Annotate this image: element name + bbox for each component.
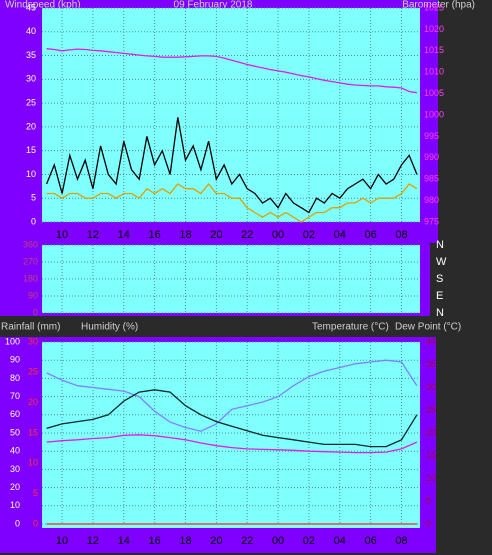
y3-tick-label: 15	[28, 427, 38, 437]
y2-tick-label: 30	[426, 382, 436, 392]
x-tick-label: 00	[272, 535, 284, 547]
y-tick-label: 5	[31, 193, 36, 203]
y2-tick-label: N	[436, 307, 444, 319]
y2-tick-label: 1020	[424, 24, 444, 34]
x-tick-label: 12	[87, 229, 99, 241]
y2-tick-label: 1025	[424, 2, 444, 12]
y-tick-label: 70	[10, 391, 20, 401]
y-tick-label: 0	[15, 518, 20, 528]
series-line	[46, 434, 418, 454]
y2-tick-label: 20	[426, 427, 436, 437]
y2-tick-label: 15	[426, 450, 436, 460]
x-tick-label: 12	[87, 535, 99, 547]
x-tick-label: 18	[179, 535, 191, 547]
y2-tick-label: 25	[426, 405, 436, 415]
x-tick-label: 10	[56, 535, 68, 547]
x-tick-label: 16	[149, 229, 161, 241]
y-tick-label: 270	[23, 256, 38, 266]
series-line	[46, 182, 418, 223]
y3-tick-label: 25	[28, 367, 38, 377]
x-tick-label: 02	[303, 229, 315, 241]
y-tick-label: 30	[26, 74, 36, 84]
y2-tick-label: 0	[426, 518, 431, 528]
y3-tick-label: 0	[33, 518, 38, 528]
y-tick-label: 35	[26, 50, 36, 60]
x-tick-label: 14	[118, 229, 130, 241]
y-tick-label: 180	[23, 273, 38, 283]
y2-tick-label: 990	[424, 152, 439, 162]
y-tick-label: 100	[5, 336, 20, 346]
chart-title: 09 February 2018	[174, 0, 253, 11]
y2-tick-label: 1010	[424, 67, 444, 77]
x-tick-label: 22	[241, 535, 253, 547]
temp-plot	[42, 342, 420, 528]
y-tick-label: 90	[10, 355, 20, 365]
y3-tick-label: 10	[28, 458, 38, 468]
y-tick-label: 30	[10, 464, 20, 474]
series-label: Dew Point (°C)	[395, 322, 461, 333]
y-tick-label: 10	[10, 500, 20, 510]
y-tick-label: 25	[26, 97, 36, 107]
y2-tick-label: 1000	[424, 109, 444, 119]
y-tick-label: 20	[26, 121, 36, 131]
y-tick-label: 0	[31, 216, 36, 226]
y-tick-label: 60	[10, 409, 20, 419]
x-tick-label: 10	[56, 229, 68, 241]
y3-tick-label: 30	[28, 336, 38, 346]
y2-tick-label: E	[436, 290, 443, 302]
y2-tick-label: 980	[424, 195, 439, 205]
y-tick-label: 90	[28, 290, 38, 300]
y2-tick-label: S	[436, 273, 443, 285]
series-line	[46, 48, 418, 94]
y-tick-label: 40	[10, 446, 20, 456]
y-tick-label: 15	[26, 145, 36, 155]
x-tick-label: 20	[210, 229, 222, 241]
y-tick-label: 0	[33, 307, 38, 317]
y2-tick-label: N	[436, 239, 444, 251]
y2-tick-label: 5	[426, 496, 431, 506]
y-tick-label: 20	[10, 482, 20, 492]
x-tick-label: 04	[334, 535, 346, 547]
y2-tick-label: 10	[426, 473, 436, 483]
series-line	[46, 359, 418, 432]
x-tick-label: 00	[272, 229, 284, 241]
x-tick-label: 02	[303, 535, 315, 547]
y2-tick-label: 995	[424, 131, 439, 141]
y-tick-label: 45	[26, 2, 36, 12]
x-tick-label: 08	[395, 535, 407, 547]
series-label: Rainfall (mm)	[1, 322, 60, 333]
y-tick-label: 360	[23, 239, 38, 249]
y3-tick-label: 5	[33, 488, 38, 498]
series-line	[45, 117, 418, 214]
x-tick-label: 08	[395, 229, 407, 241]
y-tick-label: 80	[10, 373, 20, 383]
x-tick-label: 22	[241, 229, 253, 241]
x-tick-label: 20	[210, 535, 222, 547]
x-tick-label: 16	[149, 535, 161, 547]
x-tick-label: 06	[365, 229, 377, 241]
y2-tick-label: 35	[426, 359, 436, 369]
series-label: Humidity (%)	[81, 322, 138, 333]
y2-tick-label: 40	[426, 336, 436, 346]
y2-tick-label: 1005	[424, 88, 444, 98]
y-tick-label: 40	[26, 26, 36, 36]
y-label: Windspeed (kph)	[5, 0, 81, 11]
y2-label: Barometer (hpa)	[402, 0, 475, 11]
y2-tick-label: W	[436, 256, 447, 268]
y-tick-label: 50	[10, 427, 20, 437]
x-tick-label: 06	[365, 535, 377, 547]
wind-plot	[42, 8, 420, 222]
y2-tick-label: 975	[424, 216, 439, 226]
series-label: Temperature (°C)	[312, 322, 389, 333]
y2-tick-label: 985	[424, 174, 439, 184]
x-tick-label: 14	[118, 535, 130, 547]
y3-tick-label: 20	[28, 397, 38, 407]
x-tick-label: 18	[179, 229, 191, 241]
y2-tick-label: 1015	[424, 45, 444, 55]
series-line	[46, 389, 418, 448]
x-tick-label: 04	[334, 229, 346, 241]
y-tick-label: 10	[26, 169, 36, 179]
